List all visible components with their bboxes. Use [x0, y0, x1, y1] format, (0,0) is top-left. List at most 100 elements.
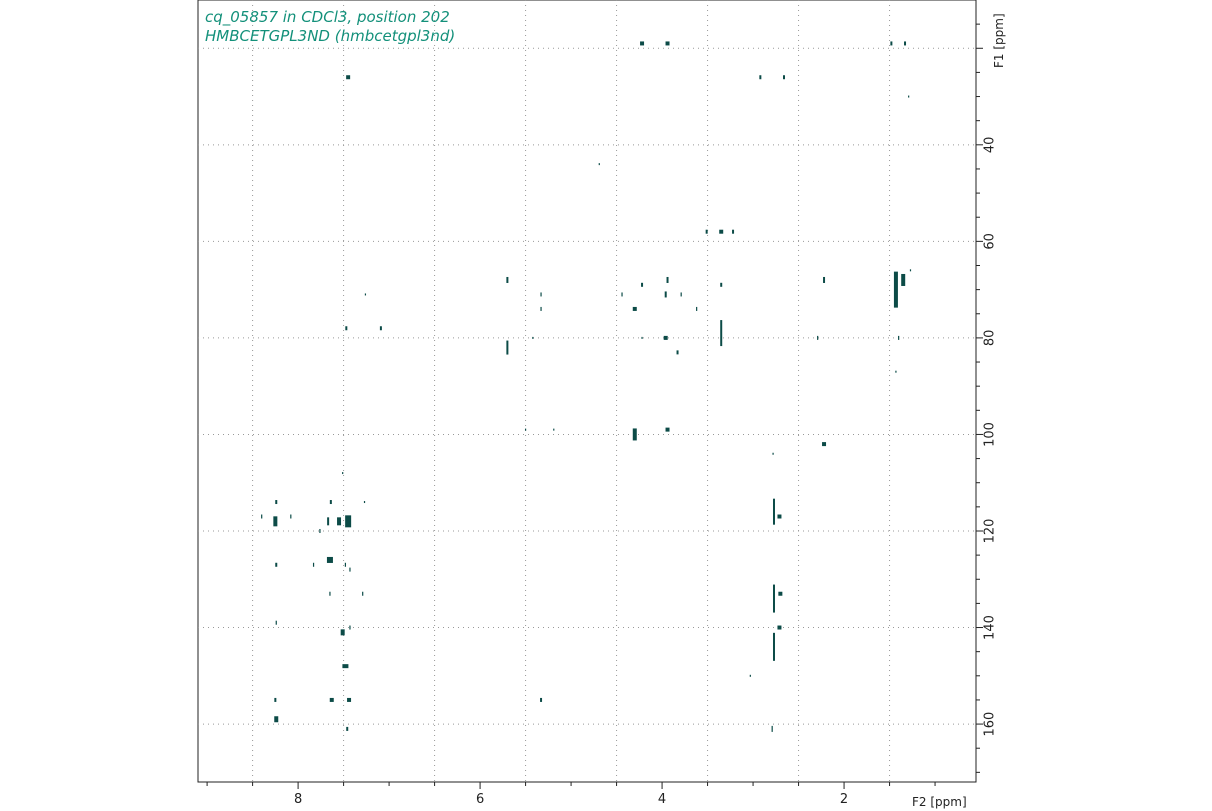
- cross-peak: [665, 41, 670, 46]
- cross-peak: [904, 41, 907, 46]
- cross-peak: [337, 517, 342, 526]
- cross-peak: [342, 472, 344, 475]
- cross-peak: [598, 163, 600, 166]
- cross-peak: [274, 697, 277, 702]
- cross-peak: [344, 562, 347, 567]
- plot-frame: [197, 0, 977, 783]
- y-tick-label: 140: [983, 615, 998, 640]
- cross-peak: [890, 41, 893, 46]
- cross-peak: [895, 370, 897, 373]
- cross-peaks: [261, 41, 912, 732]
- cross-peak: [532, 336, 534, 339]
- cross-peak: [362, 591, 364, 596]
- cross-peak: [345, 515, 352, 528]
- cross-peak: [664, 291, 667, 298]
- cross-peak: [817, 335, 819, 340]
- y-tick-label: 160: [983, 712, 998, 737]
- cross-peak: [319, 528, 321, 533]
- cross-peak: [346, 726, 349, 731]
- cross-peak: [732, 229, 735, 234]
- cross-peak: [275, 562, 278, 567]
- cross-peak: [666, 276, 669, 283]
- cross-peak: [329, 697, 334, 702]
- cross-peak: [275, 620, 277, 625]
- cross-peak: [632, 306, 637, 311]
- cross-peak: [640, 41, 645, 46]
- cross-peak: [327, 517, 330, 526]
- cross-peak: [720, 320, 723, 347]
- cross-peak: [349, 625, 351, 630]
- cross-peak: [680, 292, 682, 297]
- cross-peak: [720, 282, 723, 287]
- cross-peak: [908, 95, 910, 98]
- cross-peak: [901, 273, 906, 286]
- cross-peak: [893, 271, 898, 308]
- x-axis-label: F2 [ppm]: [912, 795, 967, 809]
- x-tick-label: 6: [476, 792, 484, 807]
- cross-peak: [312, 562, 315, 567]
- cross-peak: [777, 514, 782, 519]
- cross-peak: [777, 625, 782, 630]
- y-tick-label: 100: [983, 422, 998, 447]
- cross-peak: [783, 75, 786, 80]
- cross-peak: [759, 75, 762, 80]
- cross-peak: [705, 229, 708, 234]
- cross-peak: [326, 556, 333, 563]
- cross-peak: [696, 306, 698, 311]
- cross-peak: [349, 567, 351, 572]
- cross-peak: [540, 306, 542, 311]
- x-tick-label: 2: [840, 792, 848, 807]
- y-axis: 40 60 80 100 120 140 160: [976, 23, 998, 773]
- cross-peak: [909, 269, 912, 272]
- cross-peak: [822, 442, 827, 447]
- cross-peak: [553, 428, 555, 431]
- cross-peak: [347, 697, 352, 702]
- cross-peak: [749, 674, 751, 677]
- cross-peak: [772, 498, 775, 525]
- cross-peak: [275, 500, 278, 505]
- cross-peak: [632, 428, 637, 441]
- cross-peak: [329, 500, 332, 505]
- cross-peak: [663, 335, 668, 340]
- cross-peak: [772, 452, 774, 455]
- cross-peak: [345, 326, 348, 331]
- cross-peak: [540, 697, 543, 702]
- cross-peak: [506, 340, 509, 355]
- cross-peak: [778, 591, 783, 596]
- cross-peak: [342, 664, 349, 669]
- cross-peak: [261, 514, 263, 519]
- cross-peak: [329, 591, 331, 596]
- cross-peak: [719, 229, 724, 234]
- cross-peak: [273, 516, 278, 527]
- cross-peak: [772, 632, 775, 661]
- cross-peak: [621, 292, 623, 297]
- x-tick-label: 4: [658, 792, 666, 807]
- title-line-1: cq_05857 in CDCl3, position 202: [205, 8, 450, 27]
- cross-peak: [379, 326, 382, 331]
- cross-peak: [771, 725, 773, 732]
- y-tick-label: 40: [983, 137, 998, 154]
- cross-peak: [340, 629, 345, 636]
- cross-peak: [641, 336, 643, 339]
- cross-peak: [641, 282, 644, 287]
- cross-peak: [524, 428, 527, 431]
- cross-peak: [363, 501, 366, 504]
- cross-peak: [772, 584, 775, 613]
- x-axis: 8 6 4 2: [206, 782, 936, 807]
- cross-peak: [665, 427, 670, 432]
- y-tick-label: 60: [983, 233, 998, 250]
- grid-lines: [198, 0, 976, 782]
- x-tick-label: 8: [294, 792, 302, 807]
- cross-peak: [290, 514, 292, 519]
- cross-peak: [676, 350, 679, 355]
- cross-peak: [898, 335, 900, 340]
- cross-peak: [823, 276, 826, 283]
- cross-peak: [364, 293, 367, 296]
- y-tick-label: 80: [983, 330, 998, 347]
- cross-peak: [540, 292, 542, 297]
- title-line-2: HMBCETGPL3ND (hmbcetgpl3nd): [205, 27, 455, 45]
- cross-peak: [506, 276, 509, 283]
- cross-peak: [274, 716, 279, 723]
- y-axis-label: F1 [ppm]: [992, 13, 1006, 68]
